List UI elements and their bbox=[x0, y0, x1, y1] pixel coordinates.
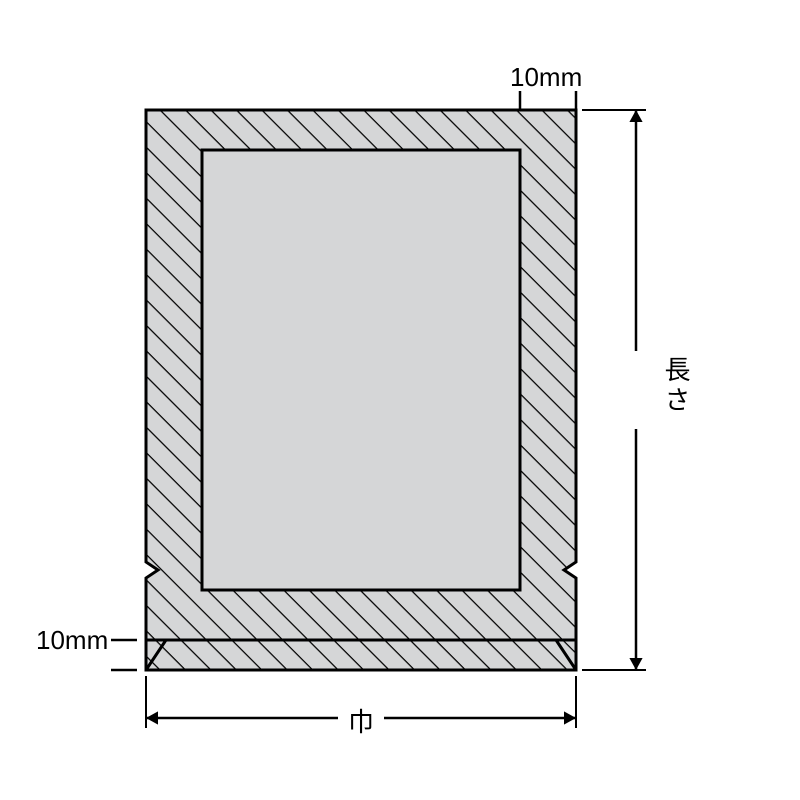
label-top-seal: 10mm bbox=[510, 62, 582, 93]
label-length: 長さ bbox=[658, 356, 695, 416]
label-bottom-seal: 10mm bbox=[36, 625, 108, 656]
label-width: 巾 bbox=[348, 702, 374, 739]
diagram-stage: 10mm 10mm 巾 長さ bbox=[0, 0, 800, 800]
